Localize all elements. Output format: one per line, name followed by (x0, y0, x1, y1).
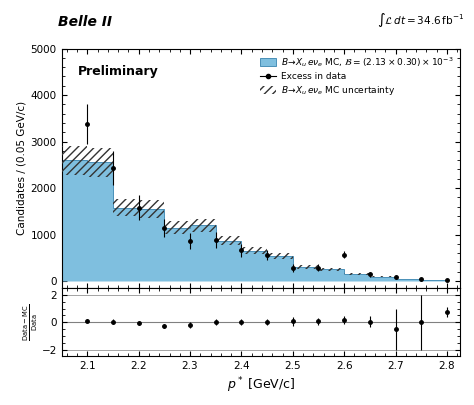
Bar (190, 219, 216, 232)
Legend: $B\!\to\!X_u\,e\nu_e$ MC, $\mathcal{B} = (2.13 \times 0.30) \times 10^{-3}$, Exc: $B\!\to\!X_u\,e\nu_e$ MC, $\mathcal{B} =… (258, 53, 455, 99)
Bar (267, 253, 293, 259)
Text: Preliminary: Preliminary (78, 65, 158, 78)
X-axis label: $p^*$ [GeV/c]: $p^*$ [GeV/c] (227, 375, 295, 395)
Bar (370, 276, 396, 277)
Bar (62, 146, 87, 175)
Bar (216, 236, 241, 245)
Bar (139, 200, 164, 217)
Bar (293, 265, 319, 269)
Bar (319, 268, 344, 271)
Bar (241, 247, 267, 254)
Bar (164, 221, 190, 234)
Bar (113, 199, 139, 216)
Y-axis label: $\frac{\mathrm{Data} - \mathrm{MC}}{\mathrm{Data}}$: $\frac{\mathrm{Data} - \mathrm{MC}}{\mat… (22, 303, 40, 341)
Text: Belle II: Belle II (58, 15, 112, 30)
Text: $\int \mathcal{L}\, dt = 34.6\,\mathrm{fb}^{-1}$: $\int \mathcal{L}\, dt = 34.6\,\mathrm{f… (377, 11, 464, 30)
Bar (87, 148, 113, 177)
Bar (344, 273, 370, 275)
Y-axis label: Candidates / (0.05 GeV/c): Candidates / (0.05 GeV/c) (17, 101, 27, 235)
